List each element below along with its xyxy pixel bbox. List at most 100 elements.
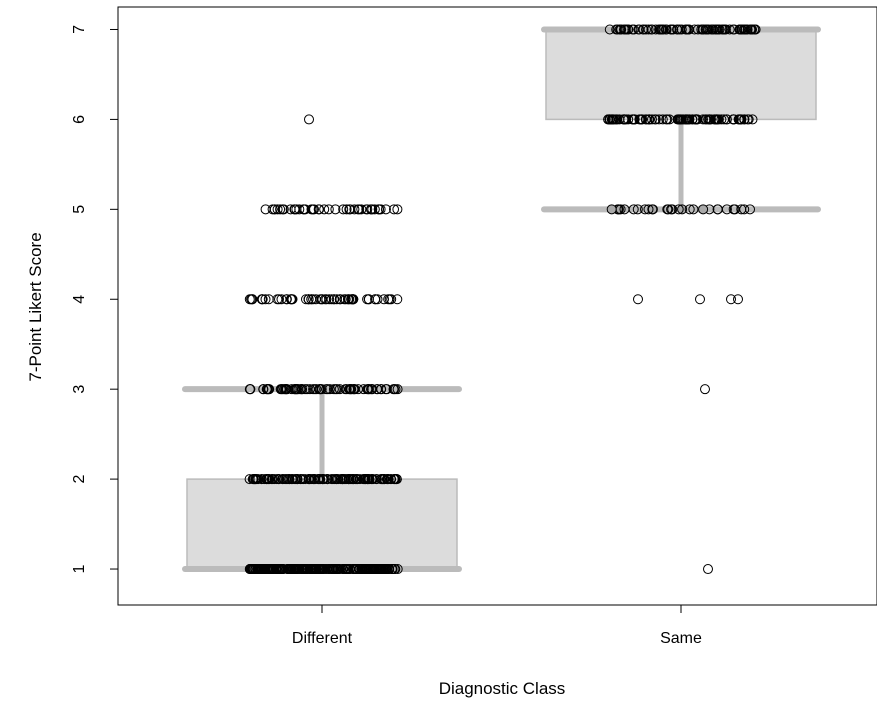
- data-point: [330, 204, 341, 215]
- data-point: [344, 474, 354, 485]
- data-point: [376, 384, 386, 395]
- data-point: [256, 474, 267, 485]
- data-point: [383, 564, 394, 575]
- data-point: [307, 474, 317, 485]
- data-point: [657, 114, 668, 125]
- points-same-1: [703, 564, 713, 575]
- y-tick-label: 5: [71, 205, 88, 214]
- points-different-6: [304, 114, 314, 125]
- data-point: [720, 24, 731, 35]
- data-point: [276, 294, 287, 305]
- data-point: [252, 474, 263, 485]
- plot-frame: [117, 6, 877, 606]
- data-point: [374, 204, 385, 215]
- data-point: [341, 204, 352, 215]
- data-point: [666, 204, 677, 215]
- data-point: [710, 24, 721, 35]
- data-point: [673, 204, 684, 215]
- data-point: [724, 24, 735, 35]
- data-point: [371, 564, 382, 575]
- points-same-4: [633, 294, 743, 305]
- data-point: [386, 294, 397, 305]
- data-point: [368, 474, 379, 485]
- data-point: [353, 384, 364, 395]
- data-point: [392, 204, 403, 215]
- data-point: [304, 474, 315, 485]
- data-point: [289, 564, 300, 575]
- data-point: [244, 474, 255, 485]
- data-point: [338, 204, 349, 215]
- data-point: [700, 384, 710, 395]
- data-point: [389, 564, 400, 575]
- data-point: [734, 114, 745, 125]
- data-point: [740, 24, 751, 35]
- data-point: [747, 24, 757, 35]
- data-point: [734, 24, 745, 35]
- data-point: [673, 114, 684, 125]
- data-point: [620, 24, 631, 35]
- data-point: [687, 114, 698, 125]
- data-point: [366, 384, 376, 395]
- data-point: [332, 564, 343, 575]
- data-point: [304, 114, 314, 125]
- data-point: [654, 24, 665, 35]
- data-point: [688, 204, 699, 215]
- data-point: [604, 24, 615, 35]
- x-tick-label: Different: [292, 630, 353, 647]
- data-point: [257, 294, 267, 305]
- data-point: [289, 384, 300, 395]
- data-point: [695, 294, 705, 305]
- data-point: [349, 204, 360, 215]
- data-point: [690, 114, 701, 125]
- box-body: [545, 28, 817, 121]
- x-axis-title: Diagnostic Class: [439, 679, 566, 698]
- data-point: [380, 204, 391, 215]
- data-point: [350, 564, 361, 575]
- data-point: [389, 384, 400, 395]
- data-point: [379, 474, 389, 485]
- data-point: [379, 294, 389, 305]
- data-point: [733, 294, 743, 305]
- data-point: [297, 384, 307, 395]
- data-point: [365, 564, 375, 575]
- points-same-7: [604, 24, 761, 35]
- data-point: [654, 114, 665, 125]
- data-point: [618, 114, 629, 125]
- y-tick-label: 3: [71, 385, 88, 394]
- data-point: [362, 294, 373, 305]
- data-point: [340, 294, 351, 305]
- data-point: [340, 474, 351, 485]
- data-point: [335, 564, 346, 575]
- data-point: [262, 384, 273, 395]
- data-point: [610, 114, 621, 125]
- data-point: [309, 204, 319, 215]
- data-point: [728, 114, 739, 125]
- y-axis-title: 7-Point Likert Score: [26, 232, 45, 381]
- data-point: [703, 24, 714, 35]
- data-point: [354, 564, 365, 575]
- points-different-3: [244, 384, 403, 395]
- data-point: [346, 384, 357, 395]
- box-body: [186, 478, 458, 570]
- y-tick-label: 7: [71, 25, 88, 34]
- data-point: [344, 564, 355, 575]
- points-different-2: [244, 474, 402, 485]
- data-point: [745, 204, 755, 215]
- data-point: [279, 474, 289, 485]
- plot-area: [182, 26, 821, 573]
- data-point: [351, 474, 362, 485]
- data-point: [356, 204, 367, 215]
- data-point: [334, 384, 345, 395]
- data-point: [317, 294, 328, 305]
- data-point: [246, 294, 257, 305]
- points-layer: [244, 24, 761, 575]
- data-point: [747, 114, 758, 125]
- data-point: [272, 294, 283, 305]
- data-point: [713, 24, 724, 35]
- data-point: [728, 204, 739, 215]
- y-tick-label: 4: [71, 295, 88, 304]
- data-point: [282, 564, 293, 575]
- data-point: [259, 474, 270, 485]
- data-point: [684, 204, 695, 215]
